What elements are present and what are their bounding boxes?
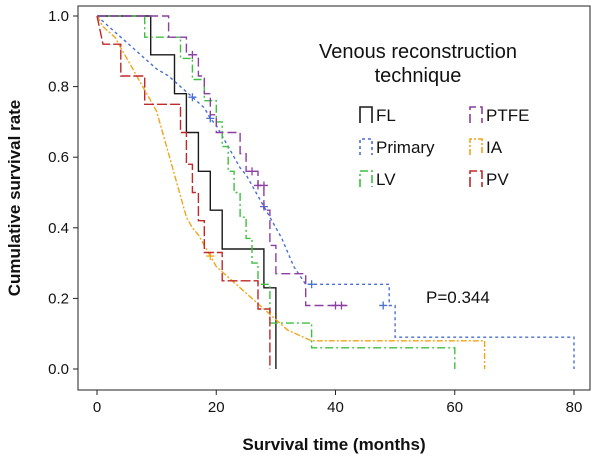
legend-swatch xyxy=(469,106,483,123)
series-pv xyxy=(96,15,271,369)
y-tick-label: 0.4 xyxy=(48,220,69,237)
series-fl xyxy=(97,15,277,369)
survival-curve-lv xyxy=(97,15,456,369)
axis-ticks: 0.0 0.2 0.4 0.6 0.8 1.0 0 20 40 60 80 xyxy=(48,8,582,416)
x-tick-label: 80 xyxy=(566,399,583,416)
x-tick-label: 40 xyxy=(327,399,344,416)
censor-mark xyxy=(188,50,197,59)
series-layer xyxy=(96,15,575,369)
y-tick-label: 1.0 xyxy=(48,8,69,25)
x-tick-label: 0 xyxy=(93,399,101,416)
legend-item-fl: FL xyxy=(359,106,396,125)
censor-mark xyxy=(259,181,268,190)
y-axis-title: Cumulative survival rate xyxy=(5,100,24,297)
y-tick-label: 0.2 xyxy=(48,290,69,307)
legend-title-line1: Venous reconstruction xyxy=(319,41,517,63)
p-value-annotation: P=0.344 xyxy=(426,288,490,307)
legend-item-primary: Primary xyxy=(359,138,435,157)
censor-mark xyxy=(206,114,215,123)
legend-label: IA xyxy=(486,138,503,157)
legend-item-pv: PV xyxy=(469,170,509,189)
series-lv xyxy=(97,15,456,369)
series-ia xyxy=(96,15,486,369)
legend-swatch xyxy=(359,170,373,187)
survival-curve-primary xyxy=(96,15,575,369)
x-tick-label: 60 xyxy=(446,399,463,416)
legend-label: PTFE xyxy=(486,106,529,125)
censor-mark xyxy=(337,301,346,310)
censor-mark xyxy=(248,167,257,176)
censor-mark xyxy=(379,301,388,310)
x-axis-title: Survival time (months) xyxy=(242,435,425,454)
legend-swatch xyxy=(359,106,373,123)
legend-swatch xyxy=(359,138,373,155)
y-tick-label: 0.0 xyxy=(48,361,69,378)
survival-curve-pv xyxy=(96,15,271,369)
x-tick-label: 20 xyxy=(208,399,225,416)
y-tick-label: 0.8 xyxy=(48,79,69,96)
plot-border xyxy=(77,5,591,391)
legend-title-line2: technique xyxy=(375,65,462,87)
legend-swatch xyxy=(469,138,483,155)
legend-label: PV xyxy=(486,170,509,189)
legend-item-ia: IA xyxy=(469,138,503,157)
legend-item-ptfe: PTFE xyxy=(469,106,529,125)
censor-mark xyxy=(206,252,215,261)
series-ptfe xyxy=(97,15,348,310)
survival-curve-fl xyxy=(97,15,277,369)
y-tick-label: 0.6 xyxy=(48,149,69,166)
legend-swatch xyxy=(469,170,483,187)
censor-mark xyxy=(188,93,197,102)
legend-label: LV xyxy=(376,170,396,189)
censor-mark xyxy=(307,280,316,289)
series-primary xyxy=(96,15,575,369)
plot-area xyxy=(77,5,591,391)
survival-curve-ia xyxy=(96,15,486,369)
legend-label: Primary xyxy=(376,138,435,157)
legend-item-lv: LV xyxy=(359,170,396,189)
legend-label: FL xyxy=(376,106,396,125)
